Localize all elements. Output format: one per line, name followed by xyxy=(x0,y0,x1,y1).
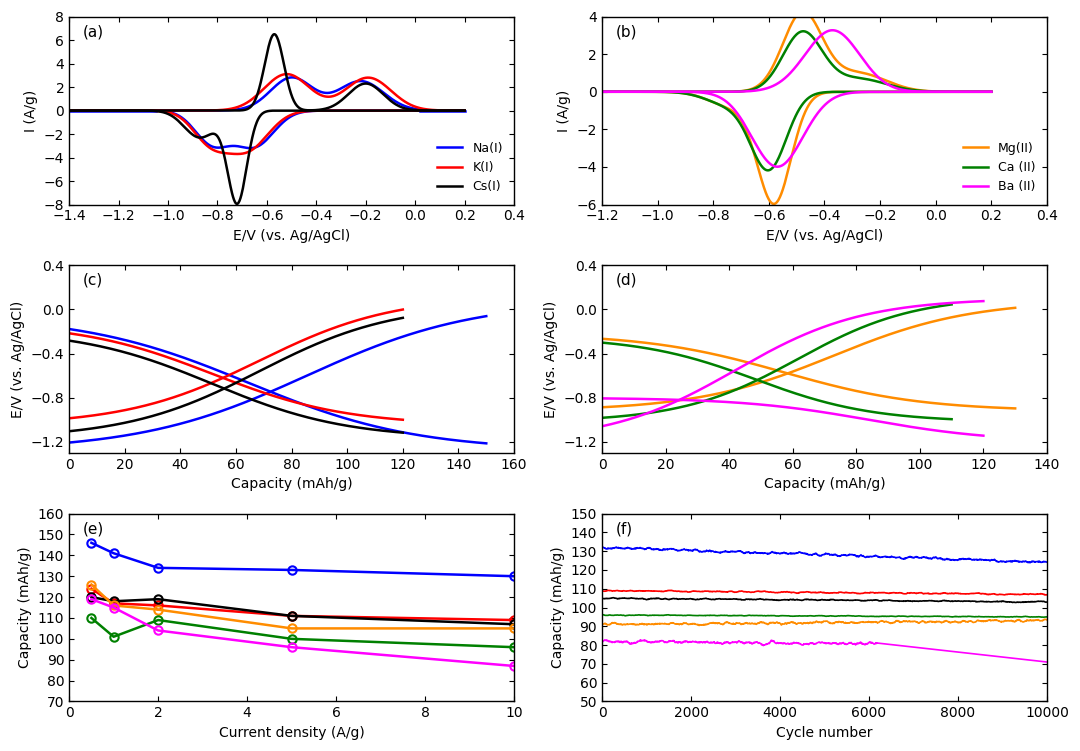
Y-axis label: Capacity (mAh/g): Capacity (mAh/g) xyxy=(18,547,32,668)
Na(I) xyxy=(315,88,328,97)
X-axis label: E/V (vs. Ag/AgCl): E/V (vs. Ag/AgCl) xyxy=(233,229,350,243)
Text: (a): (a) xyxy=(82,24,104,39)
Mg(II) xyxy=(845,65,858,74)
Text: (d): (d) xyxy=(616,273,637,288)
X-axis label: E/V (vs. Ag/AgCl): E/V (vs. Ag/AgCl) xyxy=(766,229,883,243)
Y-axis label: Capacity (mAh/g): Capacity (mAh/g) xyxy=(551,547,565,668)
Ca (II) xyxy=(595,87,608,96)
Ca (II) xyxy=(985,87,998,96)
Mg(II) xyxy=(931,87,944,96)
Line: Ca (II): Ca (II) xyxy=(602,32,991,92)
Mg(II) xyxy=(797,7,810,16)
Ba (II) xyxy=(985,87,998,96)
Ba (II) xyxy=(620,87,633,96)
Y-axis label: E/V (vs. Ag/AgCl): E/V (vs. Ag/AgCl) xyxy=(544,300,558,418)
Mg(II) xyxy=(833,59,846,68)
K(I) xyxy=(315,91,328,100)
X-axis label: Capacity (mAh/g): Capacity (mAh/g) xyxy=(231,478,352,491)
Mg(II) xyxy=(891,80,904,89)
K(I) xyxy=(303,83,316,92)
Y-axis label: I (A/g): I (A/g) xyxy=(557,89,571,131)
Na(I) xyxy=(293,74,306,83)
K(I) xyxy=(86,106,99,115)
Na(I) xyxy=(86,106,99,115)
Text: (e): (e) xyxy=(82,521,104,536)
Cs(I) xyxy=(86,106,99,115)
Cs(I) xyxy=(363,80,376,89)
X-axis label: Cycle number: Cycle number xyxy=(777,726,873,740)
Line: Na(I): Na(I) xyxy=(69,77,464,110)
Ca (II) xyxy=(822,56,835,65)
Ca (II) xyxy=(931,87,944,96)
K(I) xyxy=(458,106,471,115)
X-axis label: Current density (A/g): Current density (A/g) xyxy=(219,726,364,740)
Mg(II) xyxy=(985,87,998,96)
Cs(I) xyxy=(303,106,316,115)
Ba (II) xyxy=(931,87,944,96)
Mg(II) xyxy=(822,44,835,53)
Ca (II) xyxy=(845,72,858,81)
Text: (b): (b) xyxy=(616,24,637,39)
K(I) xyxy=(363,73,376,82)
Text: (f): (f) xyxy=(616,521,633,536)
X-axis label: Capacity (mAh/g): Capacity (mAh/g) xyxy=(764,478,886,491)
Ca (II) xyxy=(620,87,633,96)
Y-axis label: I (A/g): I (A/g) xyxy=(24,89,38,131)
Na(I) xyxy=(303,81,316,90)
Cs(I) xyxy=(315,105,328,114)
Na(I) xyxy=(458,106,471,115)
Ba (II) xyxy=(845,38,858,47)
Ba (II) xyxy=(833,27,846,36)
Na(I) xyxy=(286,73,299,82)
K(I) xyxy=(293,74,306,83)
Ca (II) xyxy=(797,27,810,36)
Cs(I) xyxy=(268,30,281,39)
Line: Cs(I): Cs(I) xyxy=(69,35,464,110)
Na(I) xyxy=(363,79,376,88)
Ba (II) xyxy=(595,87,608,96)
Cs(I) xyxy=(458,106,471,115)
Ca (II) xyxy=(891,83,904,92)
Line: Mg(II): Mg(II) xyxy=(602,11,991,92)
Ba (II) xyxy=(826,26,839,35)
Cs(I) xyxy=(293,104,306,113)
Line: Ba (II): Ba (II) xyxy=(602,30,991,92)
Legend: Na(I), K(I), Cs(I): Na(I), K(I), Cs(I) xyxy=(432,137,508,198)
Text: (c): (c) xyxy=(82,273,103,288)
Mg(II) xyxy=(595,87,608,96)
K(I) xyxy=(281,70,294,79)
Legend: Mg(II), Ca (II), Ba (II): Mg(II), Ca (II), Ba (II) xyxy=(958,137,1041,198)
Na(I) xyxy=(63,106,76,115)
Y-axis label: E/V (vs. Ag/AgCl): E/V (vs. Ag/AgCl) xyxy=(11,300,25,418)
Ba (II) xyxy=(822,26,835,35)
Cs(I) xyxy=(63,106,76,115)
Na(I) xyxy=(404,104,417,113)
Line: K(I): K(I) xyxy=(69,74,464,110)
K(I) xyxy=(63,106,76,115)
Cs(I) xyxy=(404,105,417,114)
Ba (II) xyxy=(891,84,904,93)
Ca (II) xyxy=(833,66,846,75)
Mg(II) xyxy=(620,87,633,96)
K(I) xyxy=(404,100,417,109)
